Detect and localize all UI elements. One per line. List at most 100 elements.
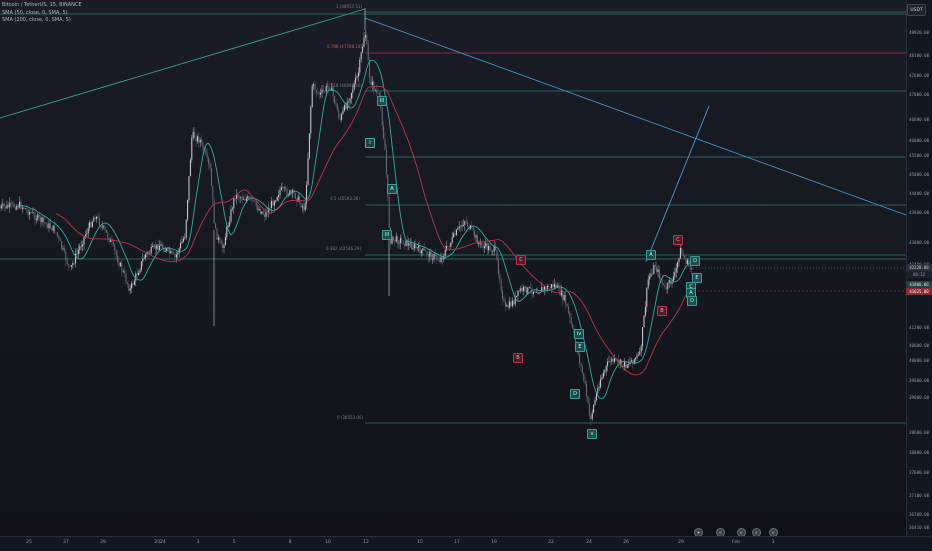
candle-body bbox=[560, 290, 562, 296]
candle-body bbox=[237, 194, 239, 199]
candle-body bbox=[476, 235, 478, 245]
wave-label[interactable]: C bbox=[673, 235, 683, 245]
candle-body bbox=[503, 299, 505, 302]
candle-body bbox=[549, 286, 551, 288]
wave-label[interactable]: A bbox=[387, 184, 397, 194]
wave-label[interactable]: D bbox=[570, 389, 580, 399]
candle-body bbox=[272, 200, 274, 206]
sma200-legend[interactable]: SMA (200, close, 0, SMA, 5) bbox=[2, 17, 71, 23]
currency-button[interactable]: USDT bbox=[907, 4, 926, 16]
wave-label[interactable]: D bbox=[687, 296, 697, 306]
candle-body bbox=[132, 283, 134, 285]
candle-body bbox=[338, 110, 340, 118]
candle-body bbox=[353, 83, 355, 90]
price-tick: 47600.00 bbox=[909, 73, 930, 78]
candle-body bbox=[229, 221, 231, 226]
candle-body bbox=[206, 154, 208, 158]
candle-body bbox=[140, 261, 142, 270]
wave-label[interactable]: I bbox=[365, 138, 375, 148]
candle-body bbox=[128, 284, 130, 291]
candle-body bbox=[98, 217, 100, 226]
candle-body bbox=[423, 248, 425, 251]
event-icon[interactable]: E bbox=[769, 528, 778, 536]
candle-body bbox=[315, 90, 317, 93]
sma50-legend[interactable]: SMA (50, close, 0, SMA, 5) bbox=[2, 9, 68, 16]
candle-body bbox=[394, 240, 396, 242]
event-icon[interactable]: E bbox=[716, 528, 725, 536]
candle-body bbox=[265, 212, 267, 217]
candle-body bbox=[607, 361, 609, 366]
chart-legend: Bitcoin / TetherUS, 15, BINANCE SMA (50,… bbox=[2, 2, 82, 25]
candle-body bbox=[21, 207, 23, 209]
candle-body bbox=[496, 249, 498, 260]
candle-body bbox=[51, 228, 53, 231]
candle-body bbox=[668, 280, 670, 283]
candle-body bbox=[600, 379, 602, 388]
candle-body bbox=[310, 107, 312, 134]
candle-body bbox=[563, 294, 565, 301]
candle-body bbox=[591, 412, 593, 420]
candle-body bbox=[210, 167, 212, 186]
candle-body bbox=[366, 35, 368, 45]
candle-body bbox=[517, 290, 519, 296]
candle-body bbox=[164, 250, 166, 252]
wave-label[interactable]: A bbox=[646, 250, 656, 260]
wave-label[interactable]: C bbox=[516, 255, 526, 265]
candle-body bbox=[65, 251, 67, 261]
candle-body bbox=[31, 212, 33, 213]
event-icon[interactable]: E bbox=[737, 528, 746, 536]
candle-body bbox=[276, 197, 278, 201]
candle-body bbox=[328, 87, 330, 90]
candle-body bbox=[114, 244, 116, 251]
candle-body bbox=[216, 227, 218, 240]
time-tick: 8 bbox=[288, 540, 292, 545]
wave-label[interactable]: E bbox=[575, 342, 585, 352]
candle-body bbox=[541, 287, 543, 293]
candle-body bbox=[614, 358, 616, 362]
candle-body bbox=[671, 281, 673, 284]
candle-body bbox=[521, 287, 523, 292]
price-chart-canvas[interactable] bbox=[0, 0, 906, 536]
candle-body bbox=[657, 269, 659, 272]
candle-body bbox=[45, 222, 47, 224]
event-icon[interactable]: E bbox=[752, 528, 761, 536]
wave-label[interactable]: B bbox=[513, 353, 523, 363]
candle-body bbox=[593, 404, 595, 413]
candle-body bbox=[619, 359, 621, 365]
candle-body bbox=[518, 290, 520, 292]
candle-body bbox=[12, 203, 14, 204]
chart-pane[interactable]: Bitcoin / TetherUS, 15, BINANCE SMA (50,… bbox=[0, 0, 906, 536]
wave-label[interactable]: v bbox=[587, 429, 597, 439]
time-scale[interactable]: 25 27 29 2024 3 5 8 10 12 15 17 19 22 24 26 29 Feb 3 bbox=[0, 536, 932, 551]
time-tick: 2024 bbox=[154, 540, 166, 545]
candle-body bbox=[391, 236, 393, 244]
wave-label[interactable]: III bbox=[377, 96, 387, 106]
candle-body bbox=[100, 225, 102, 228]
candle-body bbox=[248, 196, 250, 198]
wave-label[interactable]: III bbox=[382, 230, 392, 240]
candle-body bbox=[422, 248, 424, 251]
wave-label[interactable]: B bbox=[657, 306, 667, 316]
candle-body bbox=[77, 250, 79, 254]
wave-label[interactable]: iv bbox=[574, 329, 584, 339]
candle-body bbox=[212, 185, 214, 201]
candle-body bbox=[145, 254, 147, 258]
price-tick: 48920.00 bbox=[909, 30, 930, 35]
candle-body bbox=[152, 245, 154, 247]
wave-label[interactable]: D bbox=[690, 256, 700, 266]
candle-body bbox=[362, 46, 364, 53]
candle-body bbox=[161, 244, 163, 249]
candle-body bbox=[104, 226, 106, 230]
wave-label[interactable]: E bbox=[692, 273, 702, 283]
candle-body bbox=[675, 267, 677, 273]
flag-icon[interactable]: ⚑ bbox=[694, 528, 703, 536]
candle-body bbox=[558, 285, 560, 287]
candle-body bbox=[401, 238, 403, 241]
candle-body bbox=[594, 400, 596, 405]
candle-body bbox=[166, 248, 168, 251]
candle-body bbox=[34, 213, 36, 220]
candle-body bbox=[658, 269, 660, 279]
candle-body bbox=[430, 251, 432, 260]
candle-body bbox=[569, 312, 571, 318]
symbol-title[interactable]: Bitcoin / TetherUS, 15, BINANCE bbox=[2, 2, 82, 8]
